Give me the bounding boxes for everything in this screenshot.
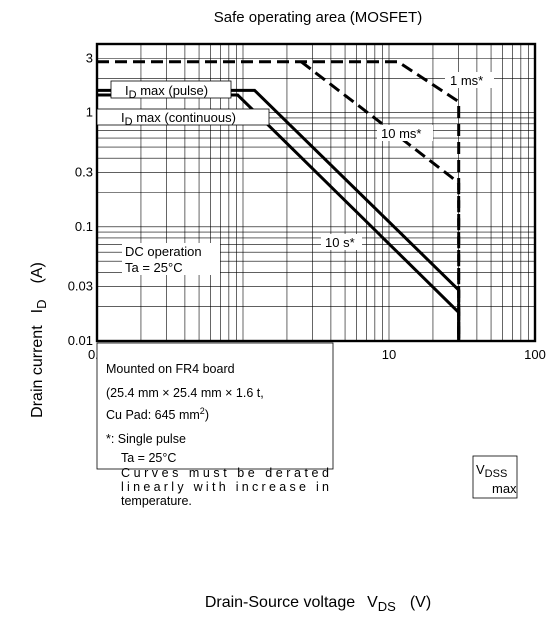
note-line-8: temperature.: [121, 494, 192, 508]
id-cont-box: [96, 108, 270, 126]
id-cont-label: ID max (continuous): [121, 110, 236, 128]
note-line-6: Curves must be derated: [121, 466, 329, 480]
note-line-2: (25.4 mm × 25.4 mm × 1.6 t,: [106, 386, 264, 400]
vdss-label: VDSS: [476, 462, 507, 480]
note-line-1: Mounted on FR4 board: [106, 362, 235, 376]
y-tick-label: 0.1: [75, 219, 93, 234]
id-pulse-box: [110, 80, 232, 99]
vdss-box: [472, 455, 518, 499]
dc-operation-label: DC operation: [125, 244, 202, 259]
series-layer: [97, 60, 461, 341]
id-pulse-label: ID max (pulse): [125, 83, 208, 101]
vdss-max-label: max: [492, 481, 517, 496]
y-axis-label: Drain currentID(A): [29, 262, 49, 418]
note-line-3: Cu Pad: 645 mm2): [106, 406, 209, 422]
x-axis-label: Drain-Source voltage VDS (V): [205, 594, 431, 614]
note-box: [96, 342, 334, 470]
label-10s: 10 s*: [325, 235, 355, 250]
y-tick-label: 3: [86, 50, 93, 65]
x-tick-label: 10: [382, 347, 396, 362]
note-line-7: linearly with increase in: [121, 480, 329, 494]
y-tick-label: 0.3: [75, 164, 93, 179]
y-tick-label: 1: [86, 105, 93, 120]
dc-ta-label: Ta = 25°C: [125, 260, 183, 275]
label-1ms: 1 ms*: [450, 73, 483, 88]
x-tick-label: 100: [524, 347, 546, 362]
y-tick-label: 0.03: [68, 279, 93, 294]
note-line-4: *: Single pulse: [106, 432, 186, 446]
y-tick-label: 0.01: [68, 333, 93, 348]
series-line-0: [97, 60, 461, 341]
note-line-5: Ta = 25°C: [121, 451, 176, 465]
series-line-1: [300, 60, 461, 341]
label-10ms: 10 ms*: [381, 126, 421, 141]
plot-frame: [95, 42, 537, 343]
chart-title: Safe operating area (MOSFET): [214, 9, 422, 26]
